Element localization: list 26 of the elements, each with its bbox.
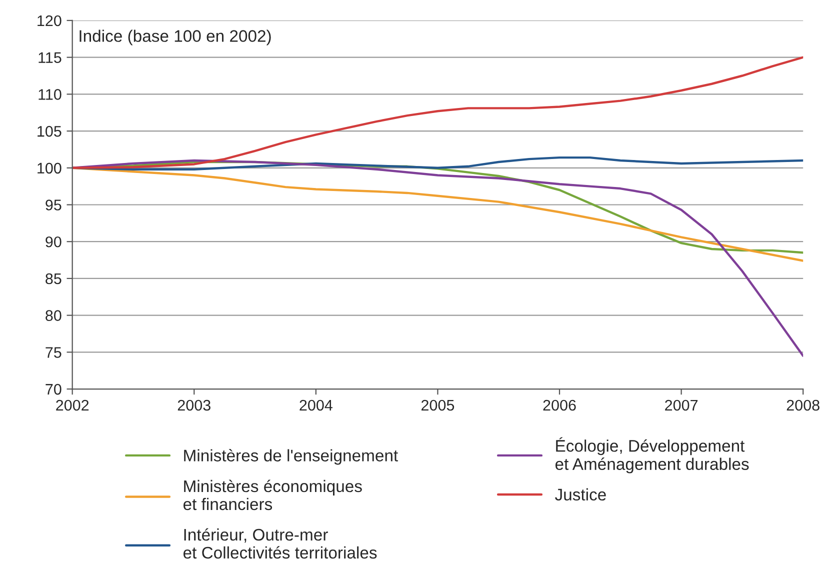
y-tick-label: 100 — [38, 162, 62, 174]
x-tick-label: 2004 — [300, 400, 332, 411]
x-tick-label: 2007 — [665, 400, 698, 411]
x-tick-label: 2008 — [786, 400, 820, 411]
y-axis-title: Indice (base 100 en 2002) — [80, 30, 271, 46]
line-series — [72, 159, 804, 357]
x-tick-label: 2006 — [543, 400, 576, 411]
y-tick-label: 70 — [46, 384, 62, 395]
y-tick-label: 115 — [38, 52, 62, 64]
y-tick-label: 120 — [38, 15, 62, 26]
y-tick-label: 105 — [38, 126, 62, 137]
legend-label: Ministères économiques et financiers — [183, 480, 362, 510]
legend-label: Écologie, Développement et Aménagement durables — [555, 437, 749, 474]
legend-label: Justice — [555, 488, 606, 501]
x-tick-label: 2005 — [421, 400, 454, 411]
legend-label: Intérieur, Outre-mer et Collectivités territoriales — [183, 528, 377, 559]
x-tick-label: 2003 — [178, 400, 210, 411]
y-tick-label: 75 — [46, 347, 62, 358]
line-series — [72, 56, 804, 170]
x-tick-label: 2002 — [56, 400, 89, 411]
y-tick-label: 80 — [46, 310, 62, 321]
y-tick-label: 90 — [46, 236, 62, 248]
y-tick-label: 110 — [38, 89, 62, 100]
legend-label: Ministères de l'enseignement — [184, 449, 398, 465]
y-tick-label: 85 — [46, 273, 62, 284]
y-tick-label: 95 — [46, 200, 62, 210]
